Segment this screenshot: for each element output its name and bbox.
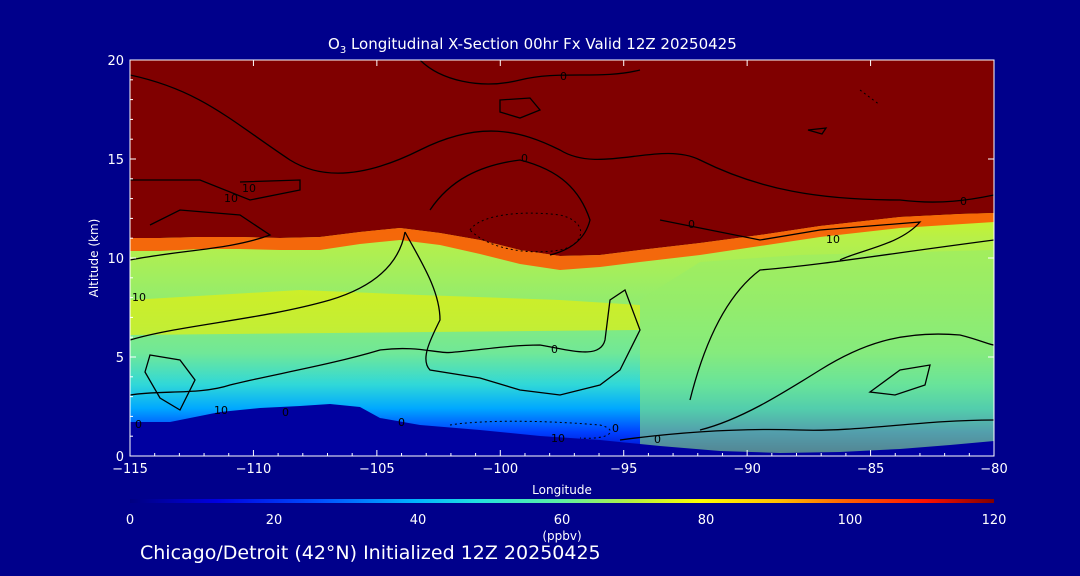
contour-label: 0 [560, 70, 567, 83]
colorbar-tick-label: 100 [838, 513, 863, 528]
contour-line [429, 159, 591, 256]
contour-label: 0 [612, 422, 619, 435]
contour-line [419, 60, 641, 85]
contour-line [807, 127, 828, 135]
contour-label: 0 [398, 416, 405, 429]
colorbar-tick-label: 80 [698, 513, 715, 528]
x-axis-label: Longitude [532, 483, 592, 497]
x-tick-label: −105 [359, 462, 395, 477]
contour-line [144, 354, 196, 411]
x-tick-label: −95 [610, 462, 637, 477]
contour-label: 0 [551, 343, 558, 356]
colorbar-ticks: 0 20 40 60 80 100 120 [126, 513, 1007, 528]
tropopause-transition [130, 213, 994, 270]
contour-label: 0 [521, 152, 528, 165]
contour-line [130, 179, 301, 201]
contour-line [619, 419, 994, 441]
y-axis: 0 5 10 15 20 [107, 54, 994, 465]
yellow-band [130, 290, 640, 335]
contour-lines [130, 60, 994, 441]
contour-labels: 0 0 0 0 0 0 0 0 0 0 10 10 10 10 10 10 [132, 70, 967, 446]
contour-label: 0 [960, 195, 967, 208]
contour-line-dashed [469, 212, 582, 253]
y-tick-label: 5 [116, 351, 124, 366]
colorbar-tick-label: 120 [982, 513, 1007, 528]
colorbar-unit: (ppbv) [542, 529, 581, 543]
contour-line [130, 347, 456, 396]
contour-label: 10 [551, 432, 565, 445]
contour-label: 0 [135, 418, 142, 431]
contour-label: 10 [132, 291, 146, 304]
x-tick-label: −85 [857, 462, 884, 477]
contour-line [404, 231, 641, 396]
x-tick-label: −90 [733, 462, 760, 477]
x-tick-label: −100 [482, 462, 518, 477]
contour-line [130, 209, 272, 261]
mid-troposphere-region [640, 250, 994, 456]
y-tick-label: 20 [107, 54, 124, 69]
x-tick-label: −110 [236, 462, 272, 477]
surface-region [130, 404, 994, 456]
colorbar-tick-label: 60 [554, 513, 571, 528]
contour-label: 0 [282, 406, 289, 419]
contour-line-dashed [449, 420, 611, 439]
colorbar-tick-label: 40 [410, 513, 427, 528]
contour-line [499, 97, 542, 119]
contour-line [659, 219, 922, 261]
x-axis: −115 −110 −105 −100 −95 −90 −85 −80 [112, 60, 1008, 477]
contour-label: 10 [214, 404, 228, 417]
contour-line-dashed [859, 89, 881, 106]
contour-label: 0 [688, 218, 695, 231]
stratosphere-region [130, 60, 994, 256]
contour-line [699, 333, 994, 431]
x-tick-label: −80 [980, 462, 1007, 477]
contour-label: 10 [826, 233, 840, 246]
contour-label: 10 [224, 192, 238, 205]
x-tick-label: −115 [112, 462, 148, 477]
colorbar-tick-label: 20 [266, 513, 283, 528]
y-tick-label: 10 [107, 252, 124, 267]
y-axis-label: Altitude (km) [87, 219, 101, 298]
contour-label: 0 [654, 433, 661, 446]
contour-line [130, 231, 406, 341]
colorbar-tick-label: 0 [126, 513, 134, 528]
chart-title: O3 Longitudinal X-Section 00hr Fx Valid … [328, 35, 737, 56]
contour-line [868, 364, 931, 396]
footer-caption: Chicago/Detroit (42°N) Initialized 12Z 2… [140, 542, 601, 564]
contour-line [689, 239, 994, 401]
y-tick-label: 15 [107, 153, 124, 168]
colorbar [130, 499, 994, 503]
plot-area: 0 0 0 0 0 0 0 0 0 0 10 10 10 10 10 10 [130, 60, 994, 456]
contour-line [130, 74, 994, 203]
y-tick-label: 0 [116, 450, 124, 465]
contour-label: 10 [242, 182, 256, 195]
